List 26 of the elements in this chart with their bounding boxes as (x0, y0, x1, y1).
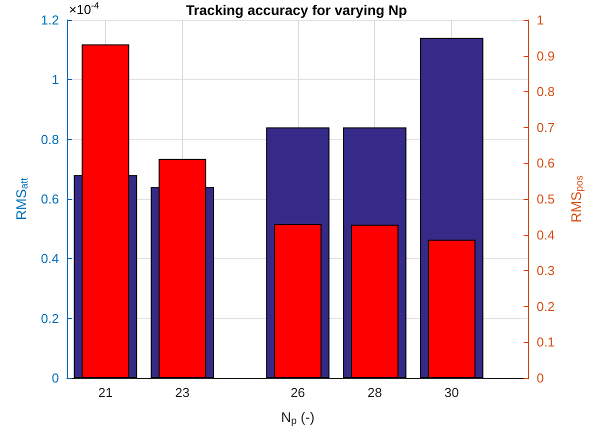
y2-tick-label: 0 (536, 370, 544, 386)
x-tick-label: 21 (98, 385, 113, 400)
y-tick-label: 0.4 (40, 251, 59, 266)
y-tick-label: 0.2 (40, 310, 59, 326)
x-tick-label: 28 (368, 385, 382, 400)
y2-tick-label: 0.5 (536, 192, 555, 206)
y2-tick-label: 1 (536, 12, 544, 28)
x-tick-label: 23 (175, 385, 190, 400)
y2-tick-label: 0.6 (536, 156, 555, 171)
y-tick-label: 0.8 (40, 132, 59, 147)
x-tick-label: 26 (290, 385, 306, 400)
y2-tick-label: 0.2 (536, 298, 555, 314)
y2-tick-label: 0.4 (536, 227, 555, 242)
y-tick-label: 1.2 (40, 12, 59, 28)
y-tick-label: 1 (52, 72, 59, 88)
y2-tick-label: 0.3 (536, 263, 555, 278)
y2-tick-label: 0.1 (536, 334, 555, 350)
y-tick-label: 0.6 (40, 192, 59, 206)
y2-tick-label: 0.7 (536, 120, 555, 135)
y-tick-label: 0 (52, 370, 59, 386)
y2-tick-label: 0.9 (536, 48, 555, 64)
chart-title: Tracking accuracy for varying Np (186, 2, 407, 18)
y2-axis-title: RMSpos (568, 175, 586, 223)
y-axis-title: RMSatt (12, 178, 31, 220)
x-tick-label: 30 (444, 385, 459, 400)
y2-tick-label: 0.8 (536, 84, 555, 100)
